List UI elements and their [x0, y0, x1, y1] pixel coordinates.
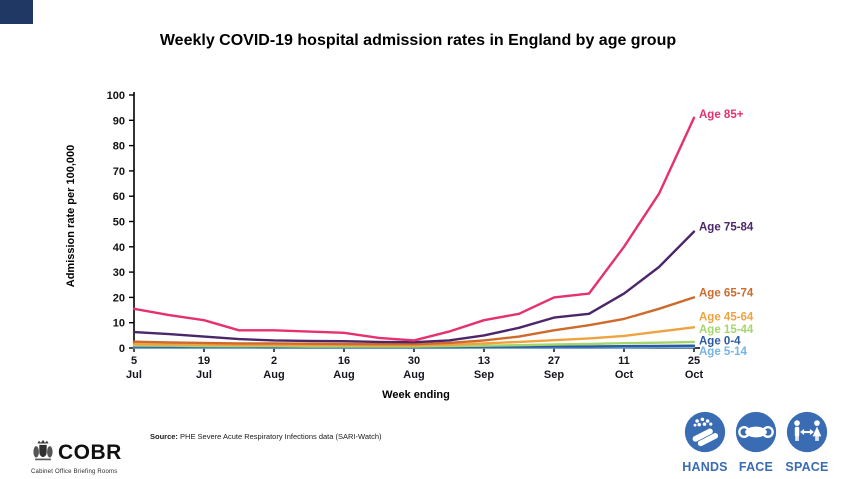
series-line-age-45-64	[132, 326, 696, 347]
series-label-age-0-4: Age 0-4	[699, 336, 741, 348]
series-label-age-5-14: Age 5-14	[699, 346, 748, 358]
campaign-label-hands: HANDS	[682, 460, 728, 474]
series-line-age-65-74	[132, 296, 696, 346]
y-tick-label: 80	[113, 141, 125, 153]
series-label-age-15-44: Age 15-44	[699, 324, 754, 336]
x-tick-label-day: 30	[408, 355, 420, 367]
social-distance-icon	[786, 411, 828, 458]
series-label-age-85+: Age 85+	[699, 109, 744, 121]
y-tick-label: 100	[107, 90, 125, 102]
x-tick-label-month: Oct	[615, 369, 634, 381]
series-label-age-75-84: Age 75-84	[699, 222, 754, 234]
campaign-item-hands: HANDS	[681, 411, 729, 474]
series-label-age-45-64: Age 45-64	[699, 311, 754, 323]
x-tick-label-month: Jul	[196, 369, 212, 381]
x-tick-label-month: Aug	[263, 369, 284, 381]
x-tick-label-month: Aug	[403, 369, 424, 381]
corner-accent	[0, 0, 33, 24]
campaign-label-space: SPACE	[785, 460, 829, 474]
x-axis-title: Week ending	[382, 389, 450, 401]
source-label: Source:	[150, 432, 178, 441]
x-tick-label-day: 13	[478, 355, 490, 367]
x-tick-label-day: 19	[198, 355, 210, 367]
campaign-item-space: SPACE	[783, 411, 831, 474]
x-tick-label-month: Aug	[333, 369, 354, 381]
cobr-tagline: Cabinet Office Briefing Rooms	[31, 469, 118, 475]
hands-face-space-campaign: HANDS FACE	[681, 411, 831, 474]
x-tick-label-day: 25	[688, 355, 700, 367]
page-title: Weekly COVID-19 hospital admission rates…	[159, 32, 677, 49]
series-line-age-85+	[132, 116, 696, 342]
x-tick-label-day: 11	[618, 355, 630, 367]
x-tick-label-month: Sep	[544, 369, 564, 381]
y-tick-label: 90	[113, 115, 125, 127]
series-line-age-75-84	[132, 230, 696, 344]
x-tick-label-day: 16	[338, 355, 350, 367]
washing-hands-icon	[684, 411, 726, 458]
x-tick-label-month: Sep	[474, 369, 494, 381]
royal-crest-icon	[31, 438, 55, 467]
y-tick-label: 50	[113, 217, 125, 229]
y-tick-label: 0	[119, 343, 125, 355]
y-tick-label: 20	[113, 292, 125, 304]
x-tick-label-day: 5	[131, 355, 137, 367]
series-label-age-65-74: Age 65-74	[699, 287, 754, 299]
y-tick-label: 10	[113, 318, 125, 330]
source-text: PHE Severe Acute Respiratory Infections …	[177, 432, 382, 441]
y-tick-label: 30	[113, 267, 125, 279]
campaign-label-face: FACE	[738, 460, 774, 474]
x-tick-label-day: 2	[271, 355, 277, 367]
cobr-wordmark: COBR	[58, 440, 122, 464]
y-tick-label: 40	[113, 242, 125, 254]
x-tick-label-month: Oct	[685, 369, 704, 381]
campaign-item-face: FACE	[732, 411, 780, 474]
x-tick-label-month: Jul	[126, 369, 142, 381]
x-tick-label-day: 27	[548, 355, 560, 367]
source-note: Source: PHE Severe Acute Respiratory Inf…	[150, 432, 382, 441]
face-mask-icon	[735, 411, 777, 458]
cobr-logo: COBR Cabinet Office Briefing Rooms	[31, 438, 161, 475]
y-tick-label: 70	[113, 166, 125, 178]
y-tick-label: 60	[113, 191, 125, 203]
